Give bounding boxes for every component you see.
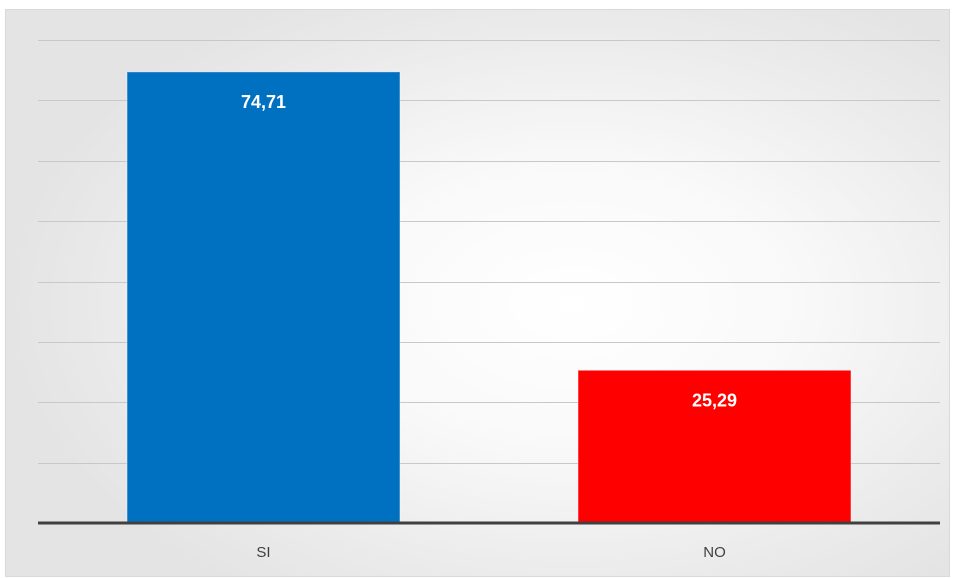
category-label-no: NO: [703, 544, 726, 561]
category-label-si: SI: [256, 544, 270, 561]
bar-si: [126, 71, 401, 524]
data-label-si: 74,71: [241, 92, 286, 112]
bars: [126, 71, 852, 524]
data-label-no: 25,29: [692, 390, 737, 410]
labels: 74,71 SI 25,29 NO: [241, 92, 737, 561]
bar-no: [577, 369, 852, 524]
